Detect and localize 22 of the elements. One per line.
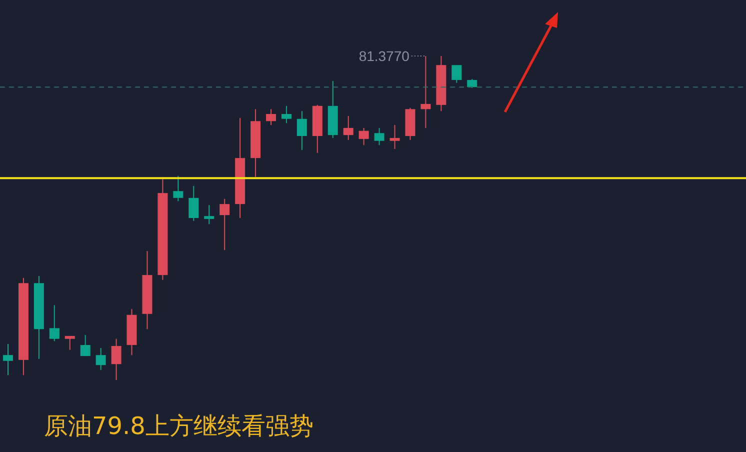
candlestick bbox=[452, 64, 462, 84]
candlestick bbox=[467, 78, 478, 89]
candlestick bbox=[281, 105, 292, 124]
candlestick bbox=[266, 108, 276, 126]
candlestick bbox=[173, 175, 184, 202]
candlestick bbox=[358, 127, 369, 146]
annotation: 81.3770 bbox=[358, 48, 410, 64]
candlestick bbox=[80, 334, 90, 357]
candlestick bbox=[49, 304, 60, 342]
candlestick bbox=[204, 204, 214, 225]
candlestick bbox=[188, 185, 199, 222]
candlestick bbox=[64, 335, 75, 350]
candlestick bbox=[420, 56, 431, 128]
candlestick bbox=[374, 127, 384, 146]
candlestick bbox=[96, 347, 106, 370]
candlestick bbox=[220, 198, 230, 251]
candlestick bbox=[296, 110, 307, 150]
candlestick bbox=[3, 344, 13, 376]
text: 原油79.8上方继续看强势 bbox=[44, 411, 314, 442]
candlestick bbox=[343, 115, 354, 140]
candlestick bbox=[111, 338, 122, 380]
candlestick bbox=[390, 124, 400, 150]
